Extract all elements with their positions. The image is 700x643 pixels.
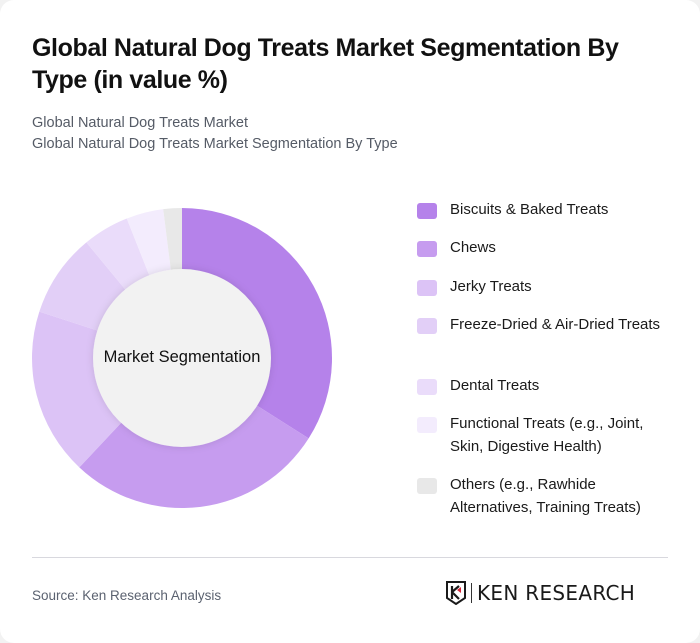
legend-swatch xyxy=(417,417,437,433)
legend-label: Freeze-Dried & Air-Dried Treats xyxy=(450,316,661,333)
center-label: Market Segmentation xyxy=(103,348,261,366)
legend-swatch xyxy=(417,318,437,334)
legend-label: Dental Treats xyxy=(450,377,540,394)
legend-item-others: Others (e.g., Rawhide Alternatives, Trai… xyxy=(417,473,665,519)
legend-item-chews: Chews xyxy=(417,236,665,259)
legend-label: Jerky Treats xyxy=(450,278,532,295)
ken-research-logo: KEN RESEARCH xyxy=(446,581,635,605)
legend-swatch xyxy=(417,203,437,219)
legend-swatch xyxy=(417,478,437,494)
ken-shield-icon xyxy=(446,581,466,605)
source-text: Source: Ken Research Analysis xyxy=(32,588,222,603)
legend-item-biscuits: Biscuits & Baked Treats xyxy=(417,198,665,221)
legend-item-jerky: Jerky Treats xyxy=(417,275,665,298)
legend-swatch xyxy=(417,241,437,257)
legend-label: Chews xyxy=(450,239,496,256)
subtitle-market: Global Natural Dog Treats Market xyxy=(32,115,248,131)
chart-subtitle: Global Natural Dog Treats Market Global … xyxy=(32,113,398,155)
legend-label: Biscuits & Baked Treats xyxy=(450,201,609,218)
donut-svg xyxy=(32,208,332,509)
legend-swatch xyxy=(417,280,437,296)
legend-label: Functional Treats (e.g., Joint, Skin, Di… xyxy=(450,415,644,455)
chart-title: Global Natural Dog Treats Market Segment… xyxy=(32,34,619,94)
footer-divider xyxy=(32,557,668,558)
legend-item-dental: Dental Treats xyxy=(417,374,665,397)
legend-item-freeze-dried: Freeze-Dried & Air-Dried Treats xyxy=(417,313,665,336)
logo-text: KEN RESEARCH xyxy=(477,581,636,605)
legend-item-functional: Functional Treats (e.g., Joint, Skin, Di… xyxy=(417,412,665,458)
logo-separator xyxy=(471,583,472,603)
donut-chart: Market Segmentation xyxy=(0,195,370,525)
subtitle-segmentation: Global Natural Dog Treats Market Segment… xyxy=(32,136,398,152)
legend-label: Others (e.g., Rawhide Alternatives, Trai… xyxy=(450,476,641,516)
donut-hole xyxy=(93,269,271,447)
legend-swatch xyxy=(417,379,437,395)
